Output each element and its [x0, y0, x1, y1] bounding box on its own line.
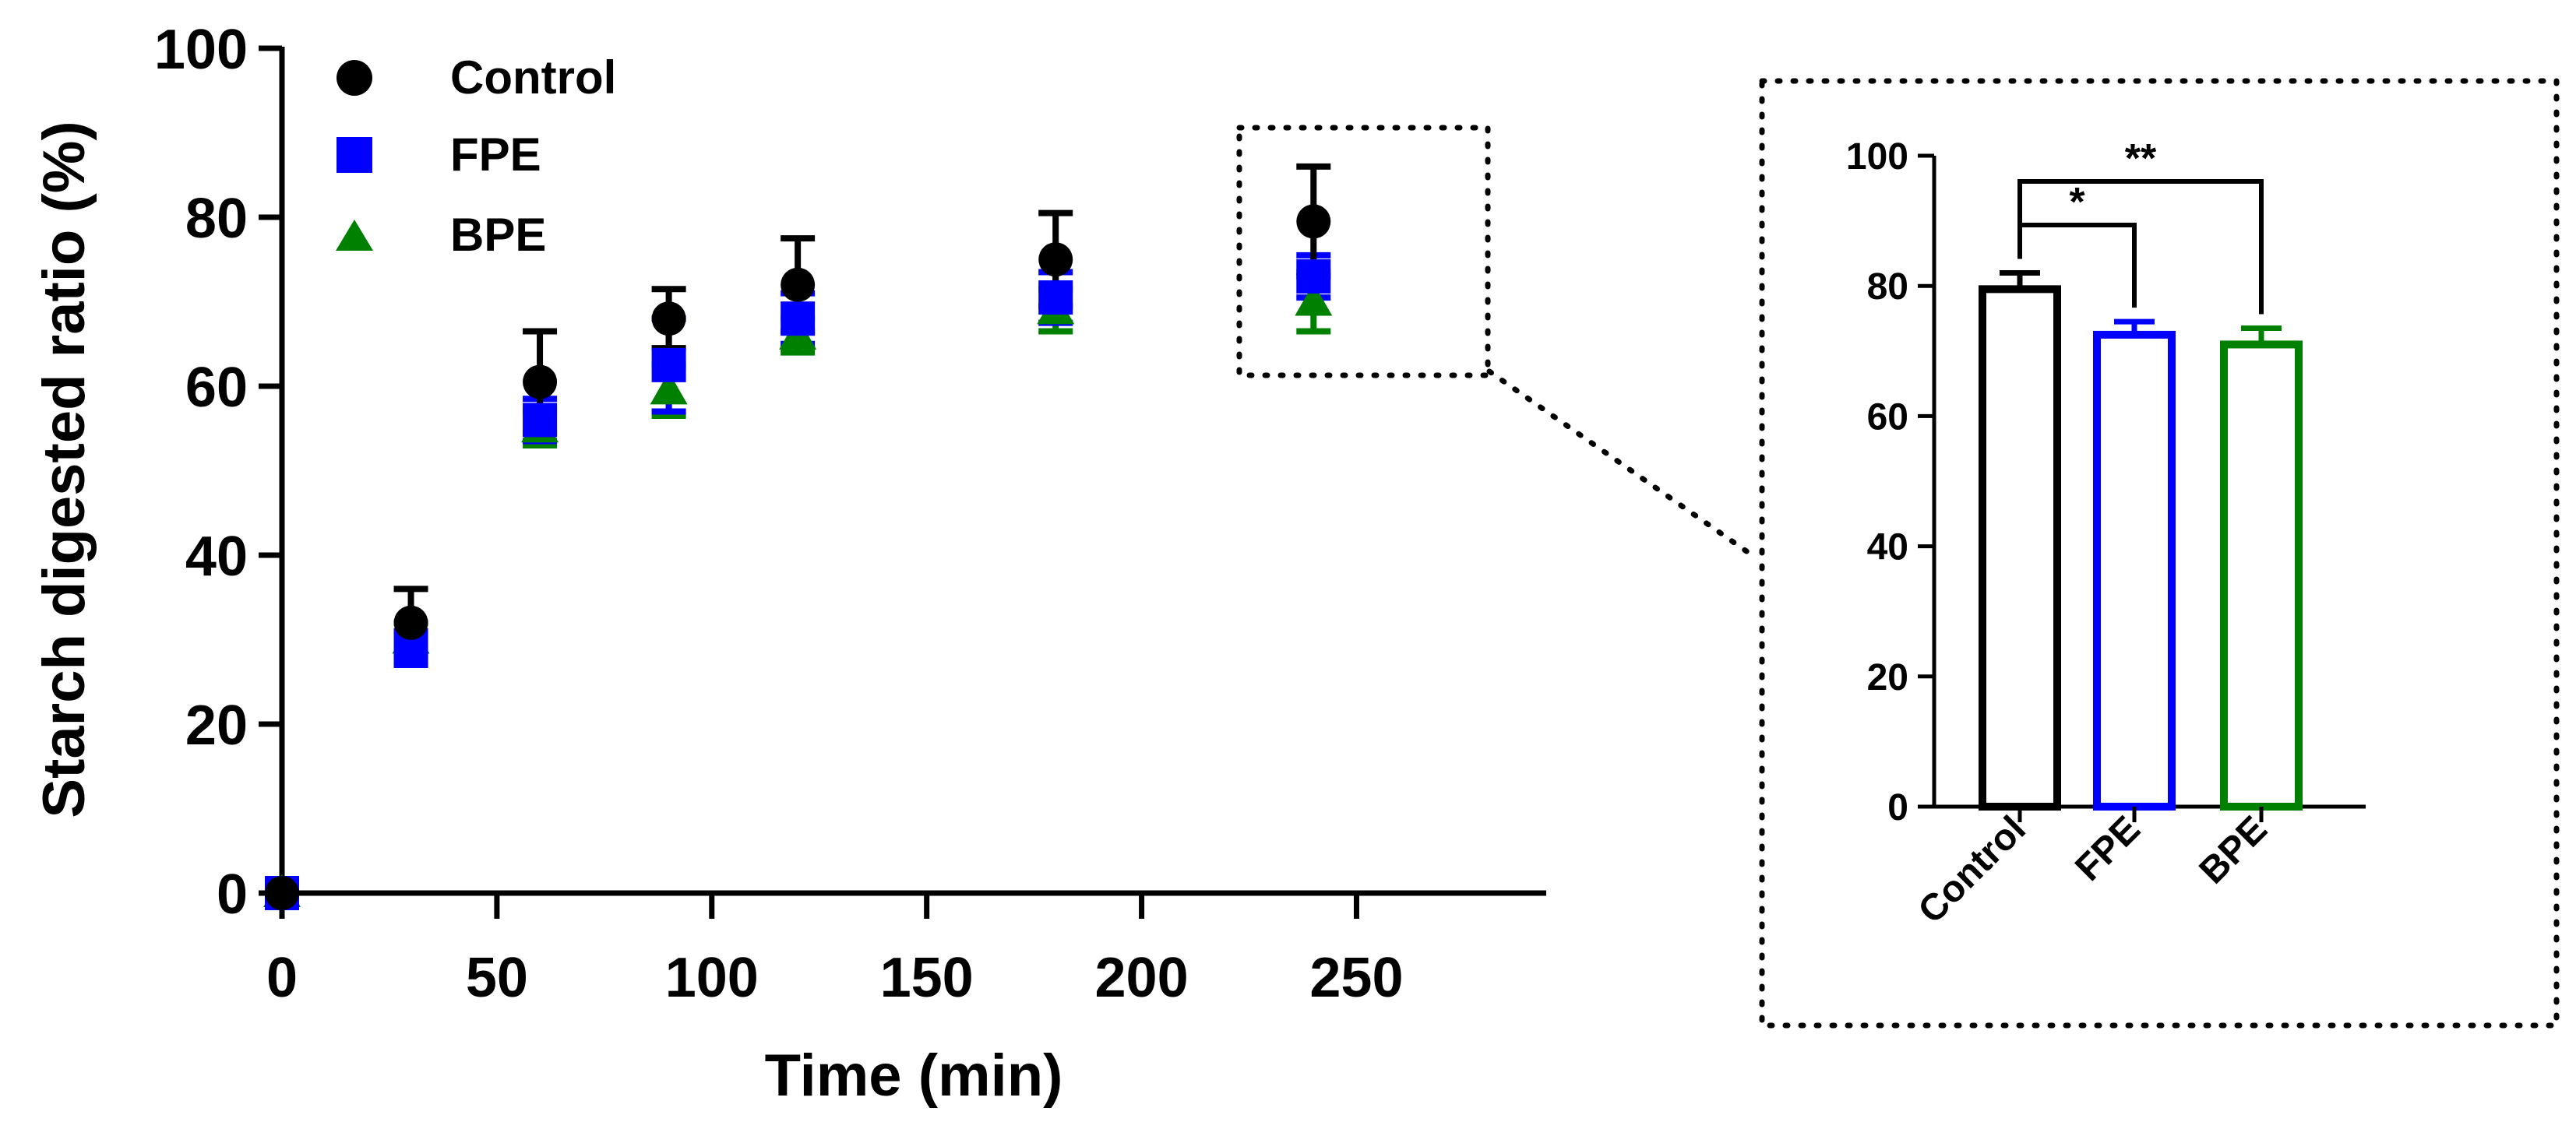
main-x-tick-label-5: 250 — [1309, 947, 1403, 1009]
point-control-4 — [781, 267, 816, 302]
point-bpe-3 — [650, 371, 688, 405]
inset-y-tick-label-0: 0 — [1887, 787, 1908, 828]
inset-bar-control — [1979, 285, 2061, 811]
point-fpe-3 — [651, 347, 686, 382]
point-control-0 — [265, 876, 299, 910]
inset-y-tick-label-1: 20 — [1867, 657, 1908, 698]
inset-frame — [1759, 78, 2560, 1029]
main-x-ticks: 0 50 100 150 200 250 — [266, 893, 1404, 1009]
inset-y-tick-label-3: 60 — [1867, 396, 1908, 438]
inset-y-ticks: 0 20 40 60 80 100 — [1846, 136, 1934, 828]
point-fpe-2 — [523, 403, 558, 438]
point-bpe-6 — [1295, 283, 1333, 316]
main-y-tick-label-0: 0 — [217, 863, 248, 926]
point-control-5 — [1038, 242, 1073, 277]
legend-label-bpe: BPE — [450, 209, 546, 261]
point-fpe-5 — [1038, 280, 1073, 315]
main-x-tick-label-2: 100 — [665, 947, 759, 1009]
main-data-points — [263, 204, 1333, 910]
main-x-tick-label-4: 200 — [1095, 947, 1189, 1009]
point-fpe-6 — [1296, 259, 1331, 294]
zoom-connector-line — [1486, 368, 1760, 561]
main-x-tick-label-0: 0 — [266, 947, 298, 1009]
point-control-6 — [1296, 204, 1331, 239]
main-axes — [279, 47, 1546, 896]
point-fpe-4 — [781, 301, 816, 336]
inset-y-tick-label-2: 40 — [1867, 527, 1908, 568]
legend-marker-bpe — [336, 220, 373, 251]
main-y-tick-label-2: 40 — [185, 526, 248, 588]
point-control-3 — [651, 301, 686, 336]
inset-x-labels: Control FPE BPE — [1911, 808, 2275, 931]
inset-bar-fpe — [2093, 330, 2176, 811]
significance-bracket-1 — [2017, 179, 2264, 315]
point-control-1 — [393, 605, 428, 640]
main-x-tick-label-1: 50 — [466, 947, 528, 1009]
inset-x-label-control: Control — [1911, 808, 2034, 931]
legend: Control FPE BPE — [336, 51, 616, 261]
legend-label-control: Control — [450, 51, 616, 104]
inset-bar-bpe — [2220, 340, 2303, 811]
point-control-2 — [523, 364, 558, 399]
legend-label-fpe: FPE — [450, 128, 541, 181]
main-x-axis-label: Time (min) — [765, 1043, 1063, 1109]
main-y-tick-label-1: 20 — [185, 695, 248, 757]
inset-significance: *** — [2017, 136, 2264, 315]
significance-label-1: ** — [2125, 136, 2157, 181]
inset-y-tick-label-4: 80 — [1867, 266, 1908, 308]
main-y-axis-label: Starch digested ratio (%) — [31, 121, 97, 818]
inset-bars — [1979, 269, 2303, 822]
main-y-tick-label-5: 100 — [154, 19, 248, 81]
significance-label-0: * — [2069, 180, 2085, 225]
main-y-tick-label-3: 60 — [185, 357, 248, 419]
main-x-tick-label-3: 150 — [880, 947, 974, 1009]
legend-marker-control — [337, 60, 372, 96]
main-y-ticks: 0 20 40 60 80 100 — [154, 19, 282, 926]
main-y-tick-label-4: 80 — [185, 188, 248, 250]
legend-marker-fpe — [337, 137, 372, 173]
inset-y-tick-label-5: 100 — [1846, 136, 1908, 178]
zoom-highlight-box — [1236, 125, 1491, 378]
